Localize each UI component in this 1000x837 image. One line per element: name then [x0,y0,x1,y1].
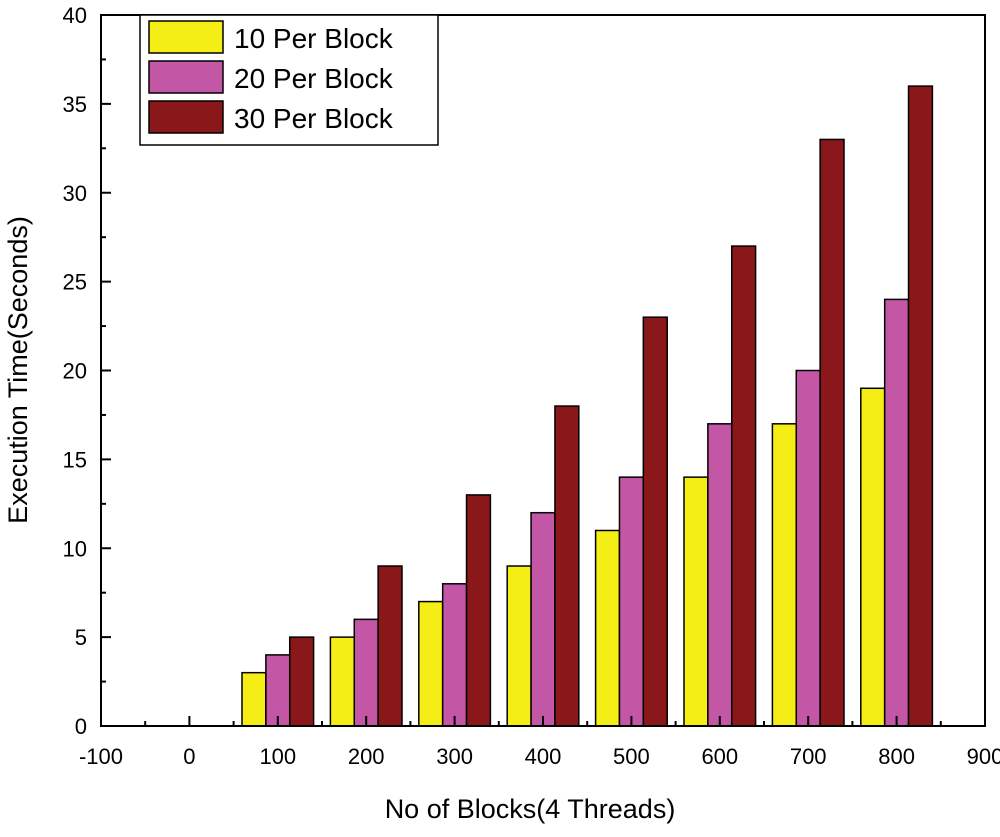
x-tick-label: 800 [878,744,915,769]
bar-20-per-block-x500 [618,476,645,727]
y-axis-label: Execution Time(Seconds) [3,216,33,524]
bar-30-per-block-x300 [465,494,492,727]
x-tick-label: 200 [348,744,385,769]
x-tick-label: 900 [967,744,1000,769]
bar-30-per-block-x800 [907,85,934,727]
legend-swatch [148,20,224,54]
bar-20-per-block-x100 [265,654,291,727]
legend-swatch [148,60,224,94]
legend-label: 10 Per Block [234,23,394,54]
x-tick-label: -100 [79,744,123,769]
legend-label: 20 Per Block [234,63,394,94]
x-tick-label: 400 [525,744,562,769]
legend-label: 30 Per Block [234,103,394,134]
bar-10-per-block-x700 [771,423,798,727]
x-tick-label: 700 [790,744,827,769]
bars-layer [241,85,934,727]
bar-30-per-block-x100 [288,636,315,727]
bar-10-per-block-x200 [329,636,356,727]
bar-30-per-block-x400 [554,405,580,727]
bar-20-per-block-x400 [530,511,556,727]
x-tick-label: 300 [436,744,473,769]
y-tick-label: 10 [63,536,87,561]
y-tick-label: 20 [63,359,87,384]
bar-30-per-block-x200 [377,565,403,727]
y-tick-label: 5 [75,625,87,650]
ticks-layer: -100 0 100 200 300 400 500 600 700 800 900 0 5 10 15 20… [63,3,1000,769]
bar-10-per-block-x400 [506,565,532,727]
x-tick-label: 0 [183,744,195,769]
bar-20-per-block-x600 [707,423,733,727]
bar-20-per-block-x300 [441,583,468,727]
y-tick-label: 30 [63,181,87,206]
bar-10-per-block-x800 [860,387,886,727]
y-tick-label: 15 [63,447,87,472]
bar-10-per-block-x500 [594,529,621,727]
y-tick-label: 0 [75,714,87,739]
x-tick-label: 600 [701,744,738,769]
y-tick-label: 40 [63,3,87,28]
bar-30-per-block-x500 [642,316,668,727]
bar-30-per-block-x700 [819,138,845,727]
bar-10-per-block-x300 [418,600,444,727]
bar-20-per-block-x200 [353,618,379,727]
bar-10-per-block-x100 [241,671,267,727]
y-tick-label: 35 [63,92,87,117]
x-tick-label: 100 [259,744,296,769]
bar-20-per-block-x700 [795,369,821,727]
legend-swatch [148,100,224,134]
legend: 10 Per Block 20 Per Block 30 Per Block [139,14,439,146]
x-tick-label: 500 [613,744,650,769]
bar-20-per-block-x800 [883,298,910,727]
x-axis-label: No of Blocks(4 Threads) [385,794,676,824]
bar-10-per-block-x600 [683,476,709,727]
y-tick-label: 25 [63,270,87,295]
bar-30-per-block-x600 [730,245,757,727]
